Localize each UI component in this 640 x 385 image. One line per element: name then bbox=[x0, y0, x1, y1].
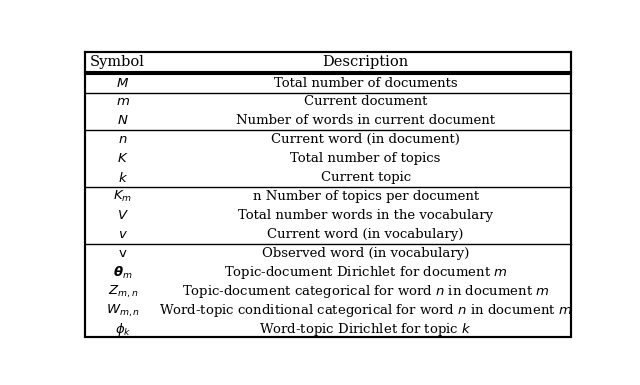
Text: Total number of documents: Total number of documents bbox=[274, 77, 458, 90]
Text: $\boldsymbol{\theta}_m$: $\boldsymbol{\theta}_m$ bbox=[113, 265, 133, 281]
Text: $V$: $V$ bbox=[117, 209, 129, 223]
Text: Topic-document Dirichlet for document $m$: Topic-document Dirichlet for document $m… bbox=[224, 264, 508, 281]
Text: $v$: $v$ bbox=[118, 228, 128, 241]
Text: n Number of topics per document: n Number of topics per document bbox=[253, 190, 479, 203]
Text: Total number words in the vocabulary: Total number words in the vocabulary bbox=[238, 209, 493, 223]
Text: Word-topic conditional categorical for word $n$ in document $m$: Word-topic conditional categorical for w… bbox=[159, 302, 572, 319]
Text: $W_{m,n}$: $W_{m,n}$ bbox=[106, 303, 140, 319]
Text: $\mathsf{v}$: $\mathsf{v}$ bbox=[118, 247, 128, 260]
Text: Description: Description bbox=[323, 55, 409, 69]
Text: $K_m$: $K_m$ bbox=[113, 189, 132, 204]
Text: Current topic: Current topic bbox=[321, 171, 411, 184]
Text: $m$: $m$ bbox=[116, 95, 130, 109]
Text: $M$: $M$ bbox=[116, 77, 129, 90]
Text: Observed word (in vocabulary): Observed word (in vocabulary) bbox=[262, 247, 469, 260]
Text: Current word (in document): Current word (in document) bbox=[271, 134, 460, 146]
Text: Current document: Current document bbox=[304, 95, 428, 109]
Text: $k$: $k$ bbox=[118, 171, 128, 185]
Text: $N$: $N$ bbox=[117, 114, 129, 127]
Text: Word-topic Dirichlet for topic $k$: Word-topic Dirichlet for topic $k$ bbox=[259, 321, 472, 338]
Text: $n$: $n$ bbox=[118, 134, 128, 146]
Text: Number of words in current document: Number of words in current document bbox=[236, 114, 495, 127]
Text: $K$: $K$ bbox=[117, 152, 129, 166]
Text: $Z_{m,n}$: $Z_{m,n}$ bbox=[108, 283, 138, 300]
Text: Current word (in vocabulary): Current word (in vocabulary) bbox=[268, 228, 464, 241]
Text: Symbol: Symbol bbox=[90, 55, 144, 69]
Text: $\phi_k$: $\phi_k$ bbox=[115, 321, 131, 338]
Text: Topic-document categorical for word $n$ in document $m$: Topic-document categorical for word $n$ … bbox=[182, 283, 550, 300]
Text: Total number of topics: Total number of topics bbox=[291, 152, 441, 166]
